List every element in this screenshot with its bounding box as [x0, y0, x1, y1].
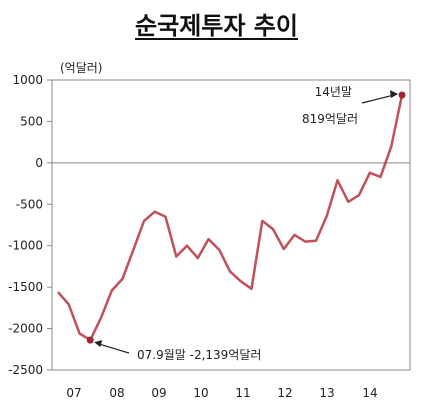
series-line — [57, 94, 404, 342]
arrowhead-icon — [94, 340, 103, 348]
x-axis: 07 08 09 10 11 12 13 14 — [66, 386, 377, 400]
end-point-marker — [398, 91, 406, 99]
y-axis-unit-label: (억달러) — [60, 61, 102, 75]
chart-title-text: 순국제투자 추이 — [135, 11, 298, 40]
low-point-marker — [86, 336, 94, 344]
low-point-leader-line — [99, 343, 130, 354]
y-tick-label: 1000 — [12, 73, 43, 87]
arrowhead-icon — [390, 89, 398, 98]
x-tick-label: 11 — [235, 386, 250, 400]
y-tick-label: 500 — [20, 114, 43, 128]
y-axis: 1000 500 0 -500 -1000 -1500 -2000 -2500 — [8, 73, 52, 377]
y-tick-label: -2000 — [8, 322, 43, 336]
chart-title: 순국제투자 추이 — [0, 6, 433, 41]
x-tick-label: 14 — [362, 386, 377, 400]
x-tick-label: 09 — [151, 386, 166, 400]
x-tick-label: 08 — [109, 386, 124, 400]
y-tick-label: 0 — [35, 156, 43, 170]
x-tick-label: 07 — [66, 386, 81, 400]
end-point-annotation-line1: 14년말 — [315, 85, 352, 99]
y-tick-label: -1500 — [8, 280, 43, 294]
x-tick-label: 13 — [319, 386, 334, 400]
low-point-annotation: 07.9월말 -2,139억달러 — [137, 348, 261, 362]
x-tick-label: 12 — [277, 386, 292, 400]
end-point-annotation-line2: 819억달러 — [302, 112, 358, 126]
x-tick-label: 10 — [193, 386, 208, 400]
y-tick-label: -1000 — [8, 239, 43, 253]
plot-frame — [51, 79, 411, 371]
annotations: 07.9월말 -2,139억달러 14년말 819억달러 — [86, 85, 406, 362]
y-tick-label: -2500 — [8, 363, 43, 377]
y-tick-label: -500 — [16, 197, 43, 211]
end-point-leader-line — [361, 94, 395, 104]
